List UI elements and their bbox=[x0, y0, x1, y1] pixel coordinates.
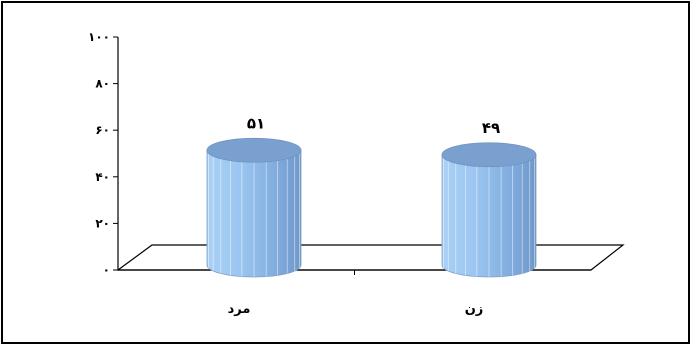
data-label: ۴۹ bbox=[482, 119, 500, 137]
y-tick-label: ۲۰ bbox=[95, 216, 110, 230]
x-tick-label: مرد bbox=[228, 302, 251, 317]
chart-floor bbox=[116, 244, 625, 271]
bar-1 bbox=[206, 137, 302, 278]
y-tick-label: ۸۰ bbox=[95, 77, 110, 91]
bar-top bbox=[206, 137, 302, 163]
x-tick-label: زن bbox=[465, 302, 484, 317]
y-tick-label: ۰ bbox=[103, 263, 110, 277]
bar-2 bbox=[441, 142, 537, 278]
y-tick-label: ۶۰ bbox=[95, 123, 110, 137]
cylinder-bar-chart: ۰ ۲۰ ۴۰ ۶۰ ۸۰ ۱۰۰ ۵۱ مرد ۴۹ زن bbox=[88, 30, 625, 317]
y-tick-label: ۱۰۰ bbox=[88, 30, 110, 44]
y-tick-label: ۴۰ bbox=[95, 170, 110, 184]
bar-top bbox=[441, 142, 537, 168]
data-label: ۵۱ bbox=[247, 114, 265, 132]
